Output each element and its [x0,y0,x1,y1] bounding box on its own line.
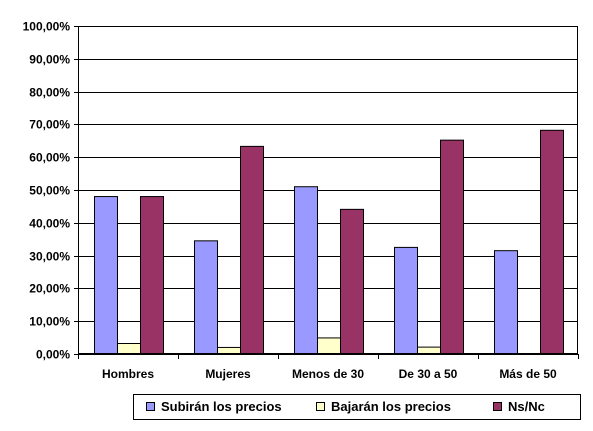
bar-3-1 [140,196,164,355]
x-axis-category-labels: Hombres Mujeres Menos de 30 De 30 a 50 Más d… [102,367,557,381]
y-tick-label: 80,00% [29,86,70,100]
x-category-label: Más de 50 [499,367,557,381]
axes [74,26,579,359]
x-category-label: De 30 a 50 [399,367,458,381]
y-axis-tick-labels: 0,00% 10,00% 20,00% 30,00% 40,00% 50,00% 60,00… [23,20,71,362]
bar-3-2 [240,145,264,355]
legend-swatch-3 [493,402,502,411]
y-tick-label: 100,00% [23,20,71,34]
y-tick-label: 40,00% [29,217,70,231]
y-tick-label: 50,00% [29,184,70,198]
bar-1-5 [494,250,518,355]
bar-1-3 [294,186,318,355]
legend-box [133,394,581,420]
legend: Subirán los precios Bajarán los precios Ns… [133,394,581,420]
y-tick-label: 10,00% [29,315,70,329]
bar-1-2 [194,240,218,355]
y-tick-label: 30,00% [29,250,70,264]
bar-3-5 [540,129,564,355]
bar-1-4 [394,246,418,355]
bar-2-1 [117,343,141,355]
y-tick-label: 0,00% [36,348,70,362]
legend-label-1: Subirán los precios [161,399,282,414]
bar-1-1 [94,196,118,355]
x-category-label: Hombres [102,367,154,381]
bar-2-3 [317,337,341,355]
bar-3-3 [340,208,364,355]
legend-label-2: Bajarán los precios [331,399,451,414]
bar-3-4 [440,139,464,355]
legend-swatch-2 [316,402,325,411]
x-category-label: Mujeres [205,367,251,381]
y-tick-label: 70,00% [29,118,70,132]
y-tick-label: 20,00% [29,282,70,296]
bar-2-4 [417,346,441,355]
legend-label-3: Ns/Nc [508,399,545,414]
y-tick-label: 90,00% [29,53,70,67]
legend-swatch-1 [146,402,155,411]
y-tick-label: 60,00% [29,151,70,165]
x-category-label: Menos de 30 [292,367,364,381]
